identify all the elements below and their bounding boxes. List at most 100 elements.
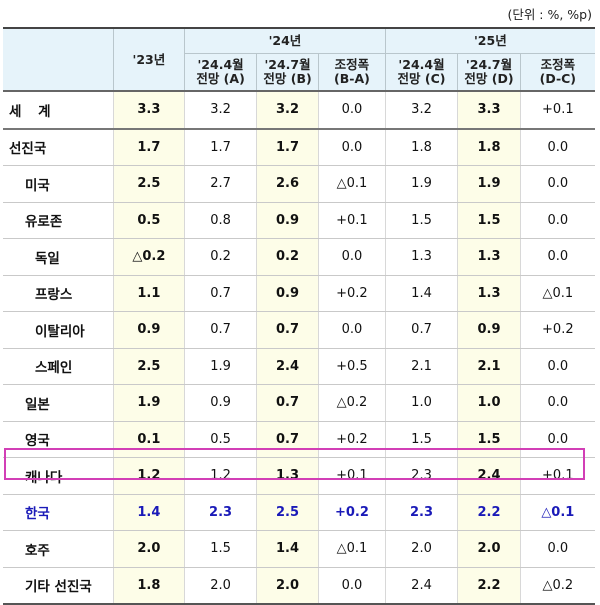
cell-2025-dc: 0.0 <box>520 202 595 239</box>
cell-2024-a: 0.8 <box>184 202 257 239</box>
row-label: 한국 <box>3 494 114 531</box>
corner-header <box>3 27 114 92</box>
cell-2025-dc: 0.0 <box>520 421 595 458</box>
cell-2024-b: 0.2 <box>256 238 320 276</box>
cell-2024-ba: 0.0 <box>318 238 386 276</box>
cell-2025-d: 2.4 <box>457 457 521 495</box>
cell-2025-dc: △0.2 <box>520 567 595 605</box>
cell-2024-ba: 0.0 <box>318 128 386 166</box>
cell-2024-a: 1.2 <box>184 457 257 495</box>
cell-2025-c: 1.5 <box>384 202 459 239</box>
cell-2023: 0.5 <box>113 202 186 239</box>
table-row-france: 프랑스 1.1 0.7 0.9 +0.2 1.4 1.3 △0.1 <box>3 275 595 312</box>
cell-2024-a: 1.7 <box>184 128 257 166</box>
cell-2025-dc: 0.0 <box>520 128 595 166</box>
cell-2024-a: 0.2 <box>184 238 257 276</box>
cell-2025-c: 1.8 <box>384 128 459 166</box>
cell-2024-ba: +0.1 <box>318 457 386 495</box>
row-label: 일본 <box>3 384 114 422</box>
cell-2023: △0.2 <box>113 238 186 276</box>
cell-2024-a: 0.7 <box>184 311 257 349</box>
row-label: 유로존 <box>3 202 114 239</box>
unit-note: (단위 : %, %p) <box>507 7 592 22</box>
cell-2025-d: 1.3 <box>457 238 521 276</box>
header-2025-adjustment: 조정폭 (D-C) <box>520 53 595 92</box>
row-label: 스페인 <box>3 348 114 385</box>
row-label: 영국 <box>3 421 114 458</box>
cell-2024-b: 0.9 <box>256 202 320 239</box>
row-label: 독일 <box>3 238 114 276</box>
cell-2024-a: 0.9 <box>184 384 257 422</box>
row-label: 캐나다 <box>3 457 114 495</box>
table-row-spain: 스페인 2.5 1.9 2.4 +0.5 2.1 2.1 0.0 <box>3 348 595 385</box>
cell-2024-b: 2.6 <box>256 165 320 203</box>
cell-2024-b: 3.2 <box>256 91 320 130</box>
cell-2025-dc: △0.1 <box>520 275 595 312</box>
cell-2023: 0.9 <box>113 311 186 349</box>
cell-2024-b: 0.9 <box>256 275 320 312</box>
cell-2024-b: 0.7 <box>256 421 320 458</box>
header-2025-jul-forecast: '24.7월 전망 (D) <box>457 53 521 92</box>
table-row-uk: 영국 0.1 0.5 0.7 +0.2 1.5 1.5 0.0 <box>3 421 595 458</box>
cell-2024-a: 2.3 <box>184 494 257 531</box>
cell-2025-c: 0.7 <box>384 311 459 349</box>
cell-2025-d: 2.2 <box>457 567 521 605</box>
cell-2025-dc: +0.2 <box>520 311 595 349</box>
cell-2025-dc: 0.0 <box>520 384 595 422</box>
cell-2025-d: 1.3 <box>457 275 521 312</box>
cell-2023: 1.8 <box>113 567 186 605</box>
cell-2024-b: 1.3 <box>256 457 320 495</box>
cell-2025-dc: 0.0 <box>520 238 595 276</box>
header-group-2024: '24년 <box>184 27 386 54</box>
cell-2024-ba: +0.5 <box>318 348 386 385</box>
cell-2024-a: 3.2 <box>184 91 257 130</box>
cell-2025-d: 1.5 <box>457 202 521 239</box>
cell-2023: 3.3 <box>113 91 186 130</box>
cell-2024-a: 2.7 <box>184 165 257 203</box>
cell-2025-d: 1.9 <box>457 165 521 203</box>
cell-2024-ba: △0.1 <box>318 165 386 203</box>
cell-2025-d: 2.1 <box>457 348 521 385</box>
cell-2024-ba: +0.2 <box>318 494 386 531</box>
cell-2023: 2.5 <box>113 165 186 203</box>
cell-2023: 0.1 <box>113 421 186 458</box>
cell-2023: 1.1 <box>113 275 186 312</box>
table-row-world: 세 계 3.3 3.2 3.2 0.0 3.2 3.3 +0.1 <box>3 91 595 130</box>
cell-2024-a: 1.9 <box>184 348 257 385</box>
cell-2023: 1.7 <box>113 128 186 166</box>
cell-2025-c: 1.5 <box>384 421 459 458</box>
cell-2025-dc: △0.1 <box>520 494 595 531</box>
cell-2024-b: 2.4 <box>256 348 320 385</box>
cell-2025-dc: 0.0 <box>520 348 595 385</box>
table-row-usa: 미국 2.5 2.7 2.6 △0.1 1.9 1.9 0.0 <box>3 165 595 203</box>
cell-2025-c: 1.4 <box>384 275 459 312</box>
table-row-italy: 이탈리아 0.9 0.7 0.7 0.0 0.7 0.9 +0.2 <box>3 311 595 349</box>
cell-2023: 1.2 <box>113 457 186 495</box>
cell-2024-b: 0.7 <box>256 384 320 422</box>
cell-2025-c: 2.1 <box>384 348 459 385</box>
table-row-japan: 일본 1.9 0.9 0.7 △0.2 1.0 1.0 0.0 <box>3 384 595 422</box>
cell-2025-d: 1.5 <box>457 421 521 458</box>
table-row-germany: 독일 △0.2 0.2 0.2 0.0 1.3 1.3 0.0 <box>3 238 595 276</box>
header-row-sub: '24.4월 전망 (A) '24.7월 전망 (B) 조정폭 (B-A) '24.4… <box>3 53 595 92</box>
cell-2025-d: 2.2 <box>457 494 521 531</box>
header-group-2025: '25년 <box>384 27 595 54</box>
table-row-eurozone: 유로존 0.5 0.8 0.9 +0.1 1.5 1.5 0.0 <box>3 202 595 239</box>
header-2024-adjustment: 조정폭 (B-A) <box>318 53 386 92</box>
table-row-korea: 한국 1.4 2.3 2.5 +0.2 2.3 2.2 △0.1 <box>3 494 595 531</box>
header-2024-jul-forecast: '24.7월 전망 (B) <box>256 53 320 92</box>
header-2023: '23년 <box>113 27 186 92</box>
row-label: 이탈리아 <box>3 311 114 349</box>
cell-2023: 2.5 <box>113 348 186 385</box>
table-row-advanced: 선진국 1.7 1.7 1.7 0.0 1.8 1.8 0.0 <box>3 128 595 166</box>
cell-2024-a: 0.5 <box>184 421 257 458</box>
cell-2024-ba: +0.2 <box>318 275 386 312</box>
cell-2025-c: 1.9 <box>384 165 459 203</box>
table-row-canada: 캐나다 1.2 1.2 1.3 +0.1 2.3 2.4 +0.1 <box>3 457 595 495</box>
cell-2025-c: 1.0 <box>384 384 459 422</box>
cell-2024-b: 2.5 <box>256 494 320 531</box>
cell-2024-ba: +0.1 <box>318 202 386 239</box>
cell-2024-ba: △0.2 <box>318 384 386 422</box>
cell-2025-c: 3.2 <box>384 91 459 130</box>
cell-2025-d: 1.8 <box>457 128 521 166</box>
